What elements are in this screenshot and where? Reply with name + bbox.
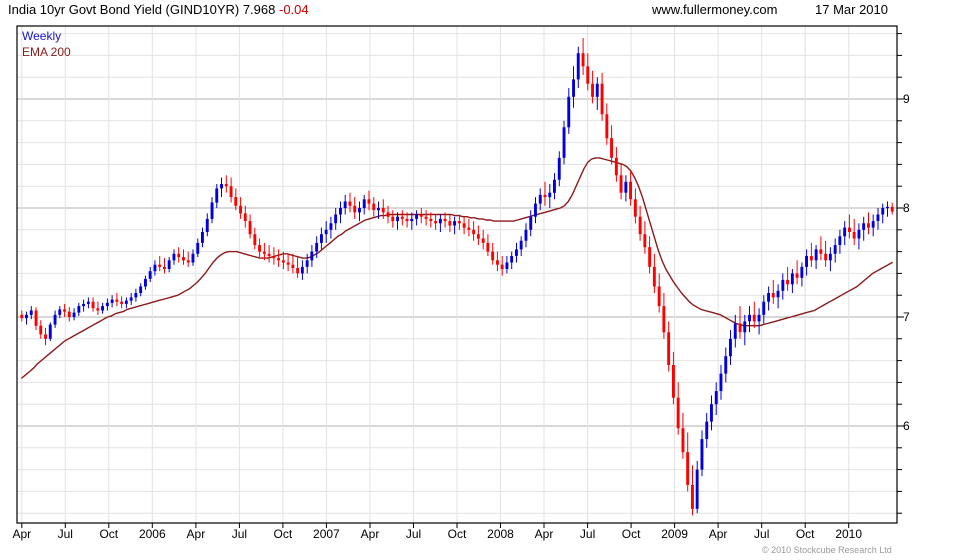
x-axis-label: 2010 (835, 527, 863, 541)
y-axis-label: 6 (903, 419, 910, 433)
x-axis-label: Oct (795, 527, 815, 541)
legend-item-ema200: EMA 200 (22, 45, 71, 59)
axis-ticks (21, 33, 904, 528)
ema-200-line (21, 157, 893, 379)
x-axis-label: Apr (12, 527, 32, 541)
chart-title-text: India 10yr Govt Bond Yield (GIND10YR) 7.… (8, 2, 276, 17)
x-axis-label: Apr (534, 527, 554, 541)
source-website: www.fullermoney.com (652, 2, 778, 17)
price-bars (20, 38, 894, 516)
x-axis-label: Oct (447, 527, 467, 541)
x-axis-label: Apr (186, 527, 206, 541)
x-axis-label: 2007 (313, 527, 340, 541)
y-axis-label: 9 (903, 92, 910, 106)
chart-title: India 10yr Govt Bond Yield (GIND10YR) 7.… (8, 2, 309, 18)
x-axis-label: Apr (708, 527, 728, 541)
x-axis-label: 2009 (661, 527, 688, 541)
gridlines-vertical (21, 26, 850, 523)
y-axis-label: 7 (903, 310, 910, 324)
x-axis-label: Jul (405, 527, 422, 541)
copyright-notice: © 2010 Stockcube Research Ltd (762, 545, 892, 555)
legend-item-weekly: Weekly (22, 29, 62, 43)
x-axis-label: Jul (754, 527, 770, 541)
x-axis-label: Jul (57, 527, 73, 541)
chart-date: 17 Mar 2010 (815, 2, 888, 17)
x-axis-label: Oct (99, 527, 119, 541)
x-axis-label: Jul (579, 527, 596, 541)
x-axis-label: Oct (621, 527, 641, 541)
x-axis-label: Apr (360, 527, 380, 541)
x-axis-label: Oct (273, 527, 293, 541)
x-axis-label: 2006 (138, 527, 166, 541)
chart-change-value: -0.04 (279, 2, 309, 17)
y-axis-label: 8 (903, 201, 910, 215)
x-axis-label: 2008 (487, 527, 514, 541)
x-axis-label: Jul (231, 527, 248, 541)
